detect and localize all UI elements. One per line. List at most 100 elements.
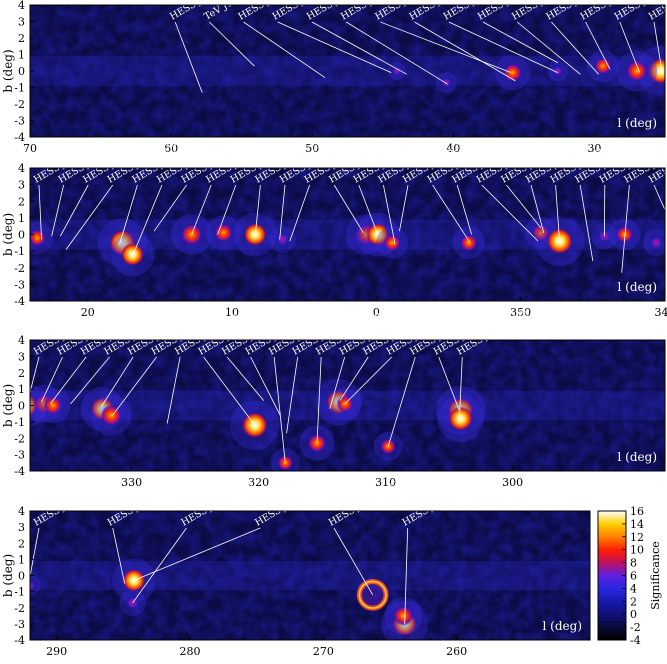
y-tick-label: 3 xyxy=(18,179,25,192)
colorbar-tick-label: -2 xyxy=(630,621,641,634)
y-tick-label: -2 xyxy=(14,432,25,445)
source-leader-line xyxy=(506,184,542,229)
x-tick-label: 310 xyxy=(375,476,396,489)
source-leader-line xyxy=(345,21,448,85)
hotspot xyxy=(503,63,522,82)
hotspot xyxy=(552,65,564,77)
hotspot xyxy=(120,242,144,266)
hotspot xyxy=(594,57,612,75)
y-tick-label: 3 xyxy=(18,521,25,534)
y-tick-label: -3 xyxy=(14,278,25,291)
x-tick-label: 330 xyxy=(121,476,142,489)
y-tick-label: 1 xyxy=(18,383,25,396)
hotspot xyxy=(100,404,123,427)
source-leader-line xyxy=(254,184,261,237)
source-leader-line xyxy=(132,184,163,257)
source-leader-line xyxy=(456,184,472,235)
y-tick-label: -1 xyxy=(14,82,25,95)
panel-2-map xyxy=(30,168,665,301)
y-tick-label: -2 xyxy=(14,98,25,111)
source-leader-line xyxy=(289,184,310,242)
source-leader-line xyxy=(653,21,663,73)
y-tick-label: -4 xyxy=(14,634,25,647)
y-tick-label: 1 xyxy=(18,553,25,566)
source-leader-line xyxy=(250,356,281,416)
panel-1-map xyxy=(30,5,665,137)
source-leader-line xyxy=(404,527,409,624)
y-tick-label: 1 xyxy=(18,212,25,225)
y-tick-label: -4 xyxy=(14,295,25,308)
x-tick-label: 20 xyxy=(81,306,95,319)
colorbar-tick-label: 0 xyxy=(630,608,637,621)
colorbar-tick-label: 2 xyxy=(630,595,637,608)
y-tick-label: -4 xyxy=(14,131,25,144)
x-axis-title: l (deg) xyxy=(618,450,657,464)
x-tick-label: 50 xyxy=(305,142,319,155)
source-leader-line xyxy=(203,356,256,426)
source-leader-line xyxy=(311,21,407,75)
hotspot xyxy=(626,60,648,82)
y-axis-title: b (deg) xyxy=(1,384,15,427)
source-leader-line xyxy=(119,184,138,245)
x-tick-label: 70 xyxy=(23,142,37,155)
source-leader-line xyxy=(132,527,187,604)
hotspot xyxy=(30,579,36,591)
x-tick-label: 260 xyxy=(446,645,467,658)
source-leader-line xyxy=(383,184,396,245)
source-leader-line xyxy=(585,21,611,70)
source-leader-line xyxy=(329,356,346,409)
hotspot xyxy=(214,223,233,243)
y-tick-label: 4 xyxy=(18,162,25,175)
source-leader-line xyxy=(482,21,558,64)
panel-4-map xyxy=(30,511,590,640)
hotspot xyxy=(532,224,550,242)
colorbar-tick-label: 6 xyxy=(630,570,637,583)
y-tick-label: 0 xyxy=(18,570,25,583)
source-leader-line xyxy=(316,356,322,444)
source-leader-line xyxy=(619,21,640,73)
y-tick-label: 3 xyxy=(18,16,25,29)
source-leader-line xyxy=(70,356,110,405)
source-leader-line xyxy=(25,356,40,408)
source-leader-line xyxy=(438,356,460,411)
hotspot xyxy=(616,226,634,243)
y-tick-label: 2 xyxy=(18,195,25,208)
y-tick-label: -1 xyxy=(14,245,25,258)
source-leader-line xyxy=(41,356,63,403)
source-leader-line xyxy=(191,184,212,235)
y-tick-label: -2 xyxy=(14,262,25,275)
source-leader-line xyxy=(387,356,416,447)
y-tick-label: -3 xyxy=(14,618,25,631)
source-leader-line xyxy=(133,527,261,581)
hotspot xyxy=(448,406,473,431)
y-tick-label: 2 xyxy=(18,32,25,45)
colorbar-tick-label: 16 xyxy=(630,505,644,518)
source-leader-line xyxy=(432,184,471,244)
source-leader-line xyxy=(51,184,64,237)
source-leader-line xyxy=(50,356,87,405)
x-tick-label: 340 xyxy=(655,306,667,319)
x-tick-label: 320 xyxy=(248,476,269,489)
x-tick-label: 270 xyxy=(313,645,334,658)
x-tick-label: 60 xyxy=(164,142,178,155)
hotspot xyxy=(393,605,414,626)
source-leader-line xyxy=(38,184,42,240)
x-tick-label: 30 xyxy=(587,142,601,155)
colorbar-tick-label: 14 xyxy=(630,518,644,531)
y-tick-label: -4 xyxy=(14,465,25,478)
hotspot xyxy=(460,234,478,252)
y-tick-label: 2 xyxy=(18,537,25,550)
source-leader-line xyxy=(458,356,463,422)
x-tick-label: 290 xyxy=(46,645,67,658)
y-tick-label: 2 xyxy=(18,367,25,380)
source-leader-line xyxy=(112,356,157,416)
y-tick-label: 0 xyxy=(18,65,25,78)
x-tick-label: 0 xyxy=(373,306,380,319)
x-tick-label: 300 xyxy=(502,476,523,489)
hotspot xyxy=(649,235,664,250)
source-leader-line xyxy=(333,184,364,234)
